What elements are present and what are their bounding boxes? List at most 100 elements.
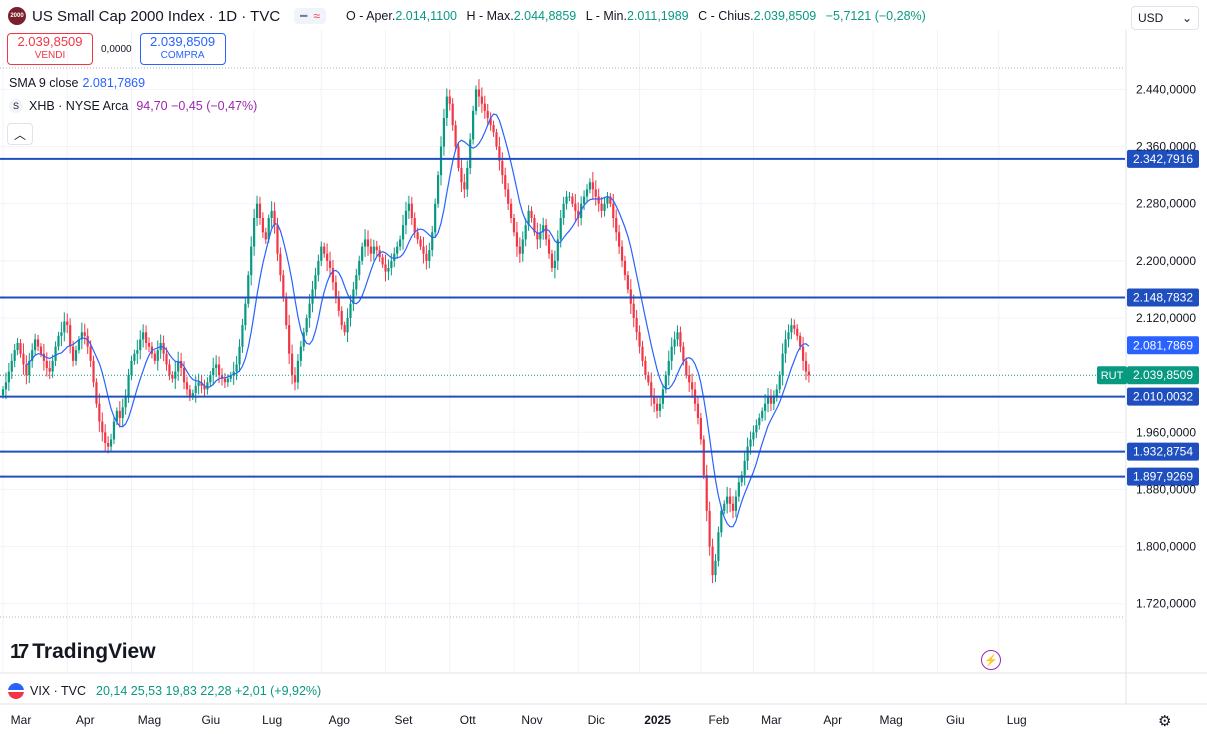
- candle-down: [550, 253, 554, 268]
- candle-down: [42, 353, 45, 361]
- candle-up: [355, 275, 358, 290]
- candle-down: [696, 403, 700, 418]
- bolt-icon[interactable]: ⚡: [981, 650, 1001, 670]
- symbol-logo-icon: 2000: [8, 7, 26, 25]
- level-label-bg: [1127, 288, 1199, 307]
- candle-up: [568, 196, 571, 198]
- x-tick-label: Feb: [709, 713, 730, 727]
- candle-down: [480, 96, 483, 104]
- candle-up: [606, 196, 609, 204]
- candle-up: [57, 335, 60, 347]
- y-tick-label: 1.880,0000: [1136, 482, 1196, 496]
- close-label: C - Chius.: [698, 9, 754, 23]
- vix-legend[interactable]: VIX · TVC 20,14 25,53 19,83 22,28 +2,01 …: [8, 683, 321, 699]
- candle-up: [7, 371, 10, 383]
- candle-down: [104, 432, 107, 443]
- candle-up: [472, 110, 475, 140]
- symbol-title[interactable]: US Small Cap 2000 Index · 1D · TVC: [32, 7, 281, 25]
- x-tick-label: Giu: [201, 713, 220, 727]
- candle-down: [273, 210, 276, 226]
- candle-up: [253, 218, 256, 247]
- candle-down: [98, 403, 101, 422]
- settings-gear-icon[interactable]: ⚙: [1158, 713, 1172, 730]
- candle-down: [288, 325, 291, 354]
- candle-up: [752, 432, 755, 440]
- candle-up: [775, 389, 778, 397]
- candle-down: [691, 382, 694, 390]
- candle-up: [51, 360, 54, 372]
- candle-down: [647, 375, 650, 383]
- candle-down: [66, 321, 69, 326]
- candle-down: [285, 296, 288, 326]
- candle-up: [766, 396, 770, 404]
- candle-up: [393, 253, 396, 261]
- candle-up: [740, 475, 743, 483]
- candle-down: [650, 382, 653, 397]
- candle-down: [92, 360, 95, 383]
- tradingview-logo[interactable]: 17 TradingView: [10, 640, 156, 664]
- candle-up: [582, 196, 586, 204]
- candle-up: [469, 139, 472, 168]
- candle-down: [609, 196, 612, 204]
- currency-select[interactable]: USD ⌄: [1131, 6, 1199, 30]
- candle-down: [200, 382, 203, 386]
- candle-down: [547, 239, 551, 254]
- candle-up: [296, 360, 300, 383]
- candle-down: [498, 146, 501, 161]
- candle-down: [653, 396, 656, 404]
- candle-up: [387, 268, 390, 272]
- candle-down: [530, 210, 533, 218]
- x-tick-label: Apr: [76, 713, 95, 727]
- candle-down: [343, 325, 346, 333]
- candle-up: [527, 210, 530, 226]
- pill-line-icon[interactable]: ━: [300, 9, 308, 23]
- candle-down: [416, 232, 419, 240]
- x-tick-label: Nov: [521, 713, 542, 727]
- candle-up: [439, 146, 443, 176]
- last-price-label: 2.039,8509: [1133, 368, 1193, 382]
- candle-up: [734, 496, 738, 511]
- buy-label: COMPRA: [160, 50, 205, 61]
- candle-up: [74, 350, 78, 361]
- pill-wave-icon[interactable]: ≈: [313, 9, 320, 23]
- level-label: 2.148,7832: [1133, 290, 1193, 304]
- candle-down: [600, 203, 603, 211]
- candle-down: [515, 232, 519, 247]
- candle-down: [679, 332, 682, 347]
- candle-down: [223, 378, 227, 383]
- x-tick-label: Mar: [11, 713, 32, 727]
- candle-up: [13, 350, 16, 361]
- candle-up: [428, 250, 431, 261]
- candle-down: [293, 375, 297, 383]
- candle-down: [644, 360, 647, 376]
- buy-button[interactable]: 2.039,8509 COMPRA: [139, 33, 226, 65]
- candle-up: [790, 325, 793, 333]
- candle-up: [390, 260, 393, 268]
- candle-up: [10, 360, 13, 372]
- xhb-legend[interactable]: S XHB · NYSE Arca 94,70 −0,45 (−0,47%): [9, 99, 257, 113]
- indicator-toggle[interactable]: ━ ≈: [294, 8, 326, 24]
- candle-up: [723, 503, 726, 511]
- level-label-bg: [1127, 387, 1199, 406]
- sell-button[interactable]: 2.039,8509 VENDI: [7, 33, 93, 65]
- sma-value: 2.081,7869: [82, 76, 146, 90]
- candle-down: [615, 218, 618, 233]
- candle-down: [799, 335, 802, 347]
- collapse-legend-button[interactable]: ︿: [7, 123, 33, 145]
- candle-up: [267, 218, 270, 240]
- x-tick-label: Ott: [460, 713, 477, 727]
- candle-up: [349, 303, 352, 318]
- candle-down: [728, 496, 732, 504]
- candle-down: [477, 89, 481, 97]
- candle-up: [244, 303, 247, 326]
- candle-down: [635, 318, 638, 333]
- candle-down: [413, 218, 416, 233]
- candle-down: [153, 353, 156, 361]
- candle-up: [142, 332, 145, 340]
- candle-down: [331, 268, 335, 283]
- candle-up: [109, 439, 113, 447]
- sma-legend[interactable]: SMA 9 close 2.081,7869: [9, 76, 145, 90]
- candle-up: [559, 218, 562, 240]
- candle-up: [714, 560, 717, 576]
